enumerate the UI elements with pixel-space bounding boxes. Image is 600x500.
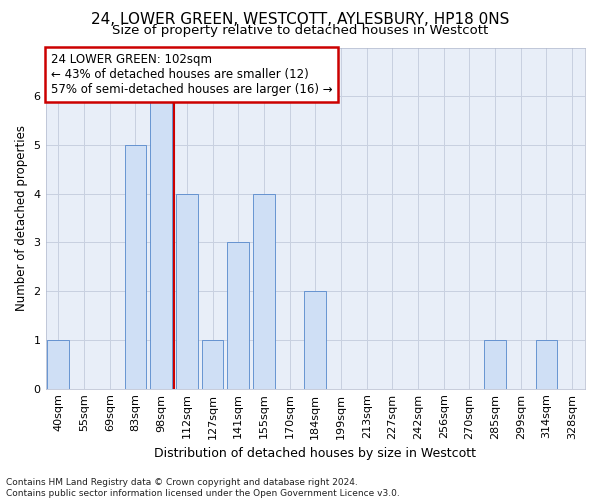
Bar [484, 340, 506, 388]
Bar [536, 340, 557, 388]
Y-axis label: Number of detached properties: Number of detached properties [15, 125, 28, 311]
Text: Contains HM Land Registry data © Crown copyright and database right 2024.
Contai: Contains HM Land Registry data © Crown c… [6, 478, 400, 498]
Text: 24, LOWER GREEN, WESTCOTT, AYLESBURY, HP18 0NS: 24, LOWER GREEN, WESTCOTT, AYLESBURY, HP… [91, 12, 509, 28]
Bar [150, 96, 172, 388]
Bar [304, 291, 326, 388]
Bar [202, 340, 223, 388]
Bar [253, 194, 275, 388]
Bar [176, 194, 198, 388]
X-axis label: Distribution of detached houses by size in Westcott: Distribution of detached houses by size … [154, 447, 476, 460]
Bar [227, 242, 249, 388]
Text: 24 LOWER GREEN: 102sqm
← 43% of detached houses are smaller (12)
57% of semi-det: 24 LOWER GREEN: 102sqm ← 43% of detached… [51, 52, 332, 96]
Text: Size of property relative to detached houses in Westcott: Size of property relative to detached ho… [112, 24, 488, 37]
Bar [47, 340, 70, 388]
Bar [125, 145, 146, 388]
